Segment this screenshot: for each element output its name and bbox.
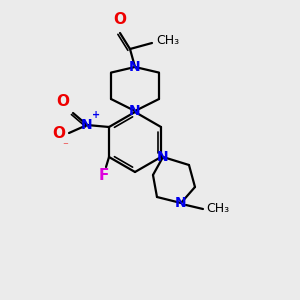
Text: N: N <box>157 150 169 164</box>
Text: +: + <box>92 110 100 120</box>
Text: ⁻: ⁻ <box>62 141 68 151</box>
Text: N: N <box>129 60 141 74</box>
Text: N: N <box>129 104 141 118</box>
Text: O: O <box>52 127 65 142</box>
Text: N: N <box>81 118 93 132</box>
Text: CH₃: CH₃ <box>156 34 179 47</box>
Text: N: N <box>175 196 187 210</box>
Text: CH₃: CH₃ <box>206 202 229 215</box>
Text: O: O <box>113 12 127 27</box>
Text: O: O <box>56 94 69 109</box>
Text: F: F <box>99 167 109 182</box>
